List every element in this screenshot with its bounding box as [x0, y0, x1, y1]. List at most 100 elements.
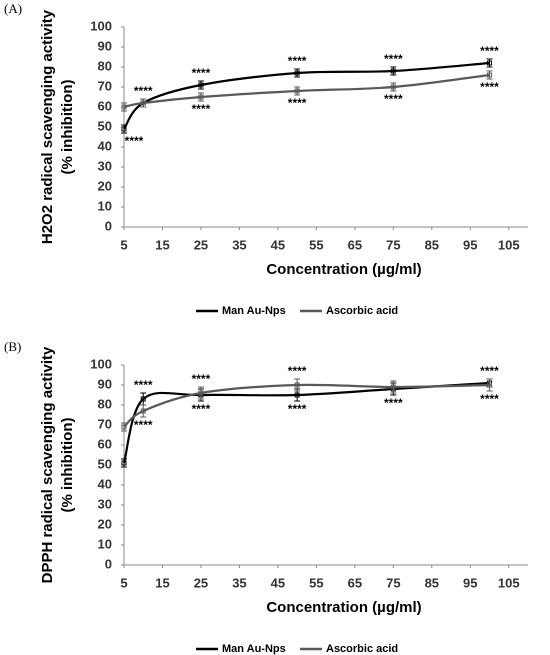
- error-bar: [197, 386, 204, 400]
- y-axis-title: H2O2 radical scavenging activity (% inhib…: [39, 9, 76, 244]
- significance-label: ****: [384, 92, 403, 106]
- significance-label: ****: [192, 102, 211, 116]
- y-tick-label: 40: [98, 476, 112, 491]
- y-tick-label: 90: [98, 38, 112, 53]
- x-axis-title: Concentration (µg/ml): [266, 261, 421, 278]
- point: [294, 70, 300, 76]
- error-bar: [486, 58, 493, 68]
- y-tick-label: 50: [98, 118, 112, 133]
- y-tick-label: 20: [98, 178, 112, 193]
- x-tick-label: 65: [348, 237, 362, 252]
- legend-label: Man Au-Nps: [222, 305, 286, 317]
- y-tick-label: 60: [98, 436, 112, 451]
- x-tick-label: 25: [194, 575, 208, 590]
- point: [140, 408, 146, 414]
- panel-label: (A): [4, 1, 22, 16]
- point: [487, 60, 493, 66]
- significance-label: ****: [288, 364, 307, 378]
- y-tick-label: 100: [90, 18, 112, 33]
- y-axis-title: DPPH radical scavenging activity (% inhib…: [39, 346, 76, 583]
- x-tick-label: 95: [463, 575, 477, 590]
- x-tick-label: 105: [498, 237, 520, 252]
- error-bar: [486, 378, 493, 392]
- point: [121, 104, 127, 110]
- y-tick-label: 10: [98, 536, 112, 551]
- point: [121, 424, 127, 430]
- y-tick-label: 0: [105, 218, 112, 233]
- x-tick-label: 55: [309, 575, 323, 590]
- legend-label: Ascorbic acid: [326, 643, 398, 655]
- error-bar: [197, 80, 204, 90]
- y-tick-label: 10: [98, 198, 112, 213]
- error-bar: [390, 380, 397, 394]
- y-tick-label: 40: [98, 138, 112, 153]
- error-bar: [390, 66, 397, 76]
- x-tick-label: 35: [232, 237, 246, 252]
- y-tick-label: 0: [105, 556, 112, 571]
- significance-label: ****: [288, 96, 307, 110]
- y-tick-label: 30: [98, 496, 112, 511]
- error-bar: [140, 98, 147, 108]
- error-bar: [197, 92, 204, 102]
- significance-label: ****: [134, 84, 153, 98]
- x-tick-label: 85: [425, 237, 439, 252]
- legend-label: Ascorbic acid: [326, 305, 398, 317]
- x-tick-label: 85: [425, 575, 439, 590]
- y-tick-label: 100: [90, 356, 112, 371]
- legend-label: Man Au-Nps: [222, 643, 286, 655]
- y-tick-label: 80: [98, 58, 112, 73]
- y-tick-label: 70: [98, 78, 112, 93]
- y-axis-title-line: (% inhibition): [59, 80, 76, 175]
- x-axis-title: Concentration (µg/ml): [266, 599, 421, 616]
- significance-label: ****: [384, 52, 403, 66]
- x-tick-label: 75: [386, 237, 400, 252]
- point: [487, 72, 493, 78]
- x-tick-label: 25: [194, 237, 208, 252]
- y-tick-label: 90: [98, 376, 112, 391]
- y-tick-label: 50: [98, 456, 112, 471]
- point: [487, 382, 493, 388]
- error-bar: [121, 124, 127, 134]
- point: [140, 100, 146, 106]
- y-tick-label: 30: [98, 158, 112, 173]
- x-tick-label: 35: [232, 575, 246, 590]
- x-tick-label: 15: [155, 237, 169, 252]
- significance-label: ****: [192, 402, 211, 416]
- significance-label: ****: [480, 80, 499, 94]
- significance-label: ****: [192, 66, 211, 80]
- error-bar: [294, 86, 301, 96]
- x-tick-label: 65: [348, 575, 362, 590]
- significance-label: ****: [288, 54, 307, 68]
- significance-label: ****: [125, 134, 144, 148]
- panel: (A) 0 10 20 30 40 50 60 70 80 90 100 5 15 25 35 45 55 65 75…: [4, 1, 528, 317]
- point: [121, 126, 127, 132]
- point: [198, 82, 204, 88]
- y-axis-title-line: (% inhibition): [59, 418, 76, 513]
- x-tick-label: 95: [463, 237, 477, 252]
- y-axis-title-line: DPPH radical scavenging activity: [39, 346, 56, 583]
- x-tick-label: 45: [271, 575, 285, 590]
- panel: (B) 0 10 20 30 40 50 60 70 80 90 100 5 15 25 35 45 55 65 75…: [4, 339, 528, 655]
- significance-label: ****: [480, 364, 499, 378]
- error-bar: [121, 102, 127, 112]
- point: [294, 392, 300, 398]
- error-bar: [121, 458, 127, 468]
- y-tick-label: 60: [98, 98, 112, 113]
- point: [390, 84, 396, 90]
- error-bar: [121, 422, 127, 432]
- point: [121, 460, 127, 466]
- significance-label: ****: [384, 396, 403, 410]
- x-tick-label: 45: [271, 237, 285, 252]
- x-tick-label: 15: [155, 575, 169, 590]
- error-bar: [486, 70, 493, 80]
- error-bar: [294, 68, 301, 78]
- point: [390, 384, 396, 390]
- y-axis-title-line: H2O2 radical scavenging activity: [39, 9, 56, 244]
- y-tick-label: 80: [98, 396, 112, 411]
- series-line: [122, 381, 490, 464]
- x-tick-label: 55: [309, 237, 323, 252]
- significance-label: ****: [480, 392, 499, 406]
- x-tick-label: 5: [120, 575, 127, 590]
- point: [198, 94, 204, 100]
